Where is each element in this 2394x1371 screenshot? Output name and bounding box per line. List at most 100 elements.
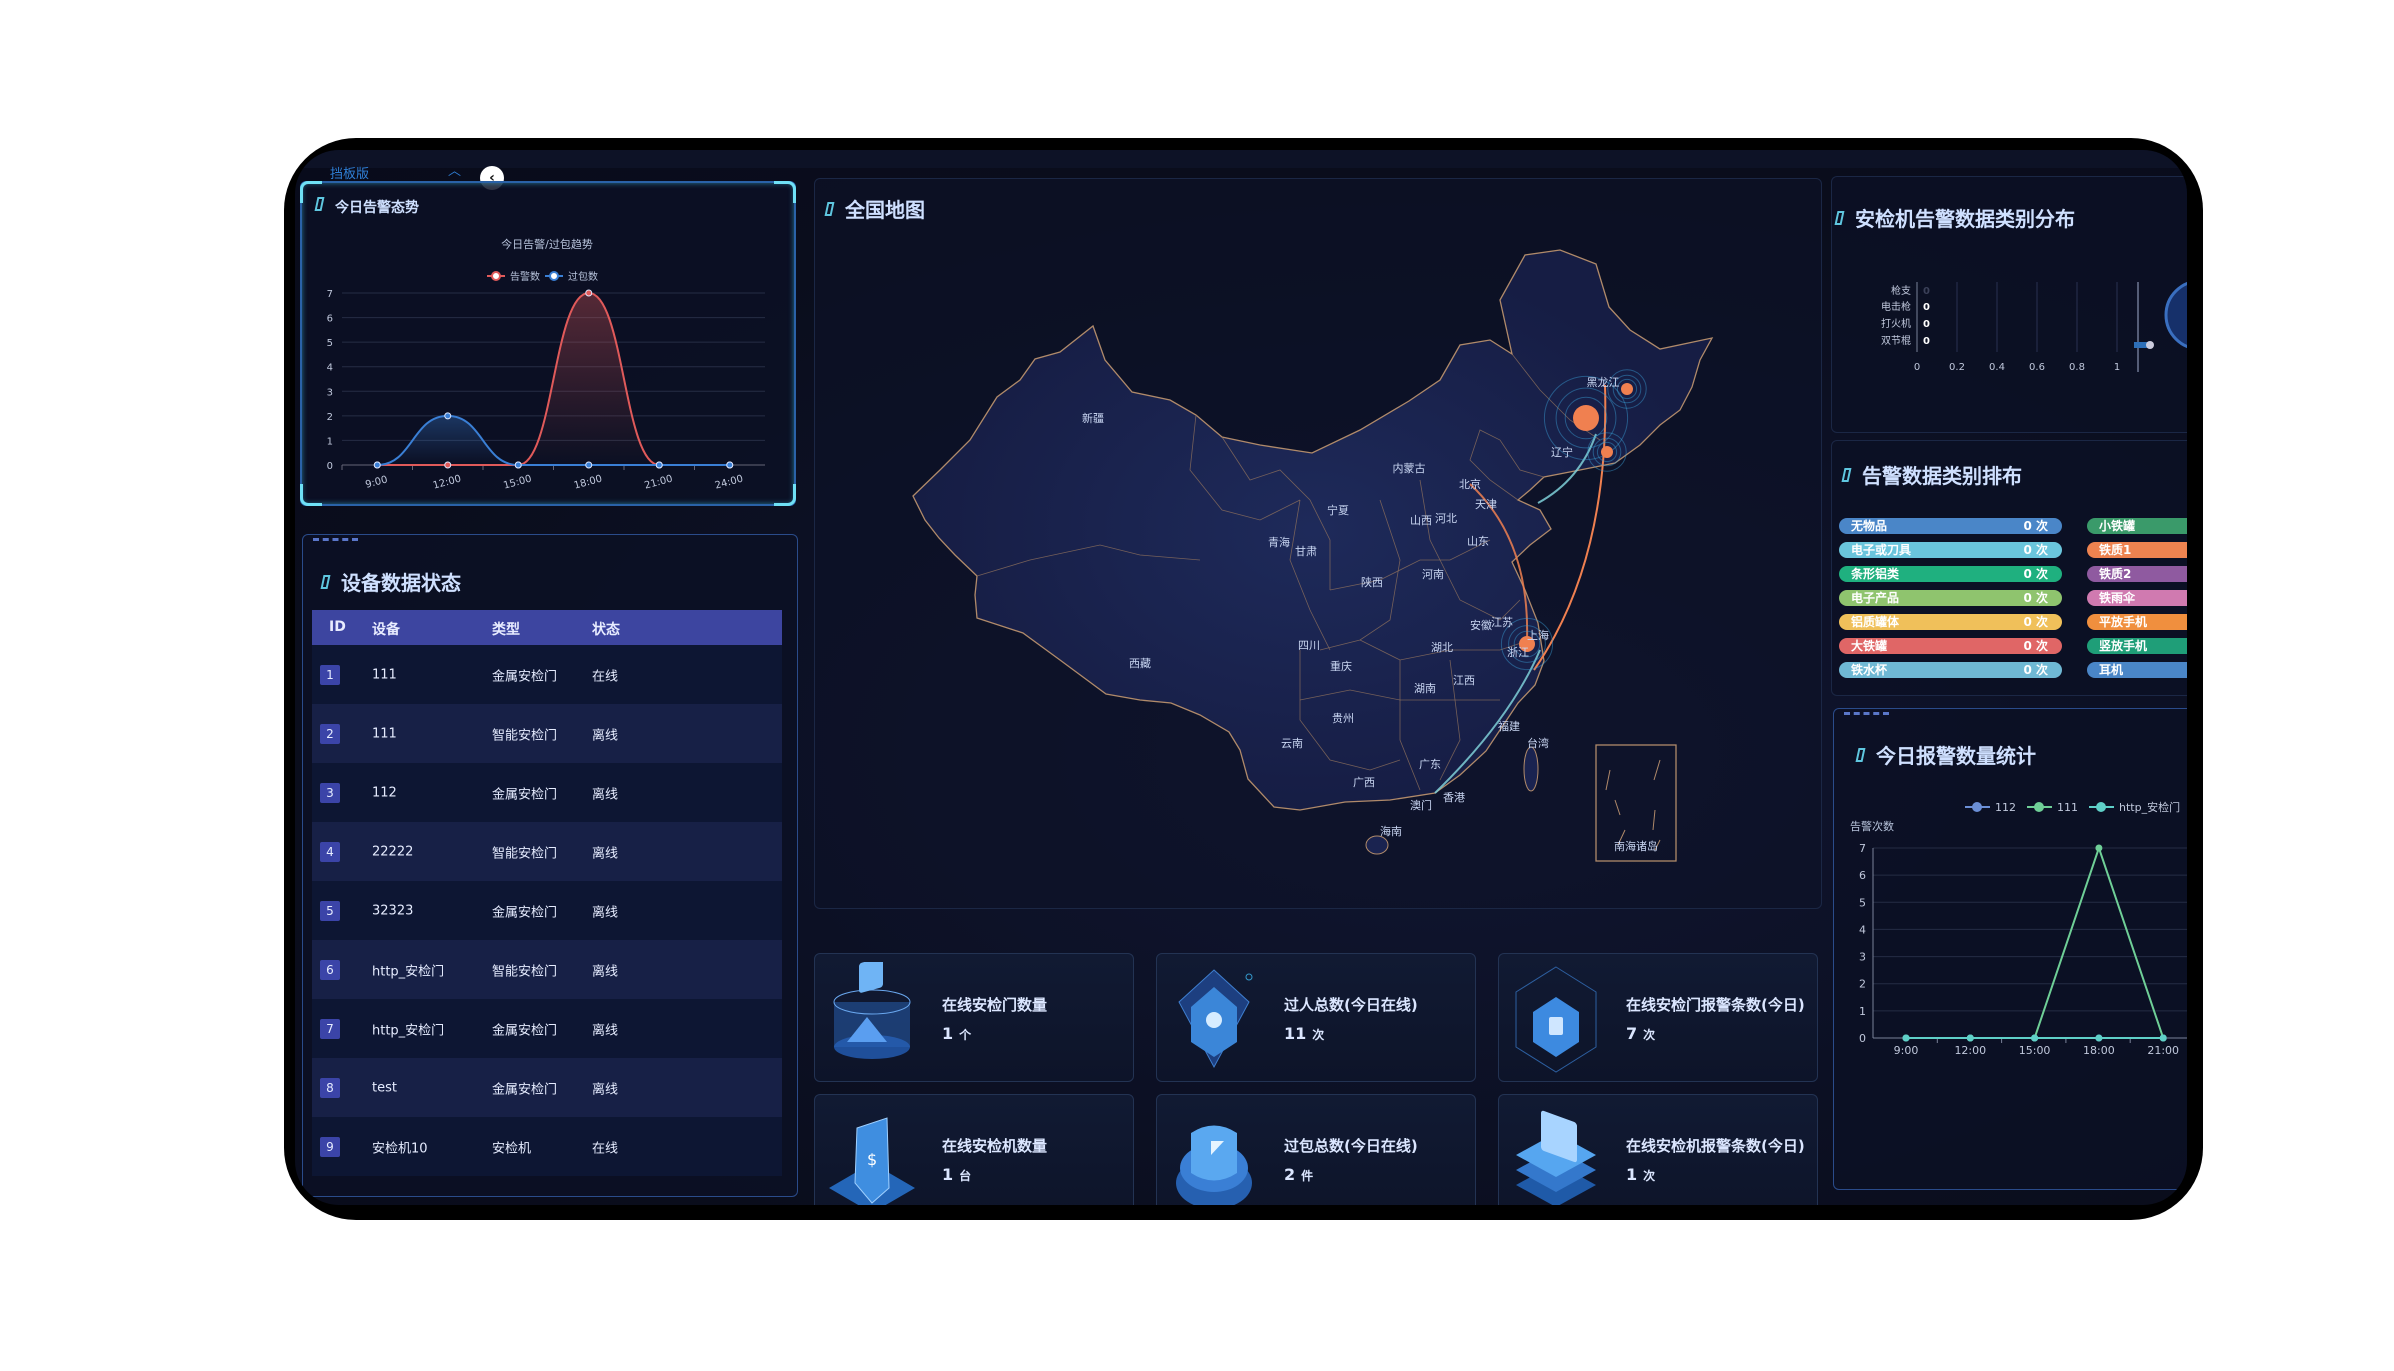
row-type: 金属安检门 [492, 905, 558, 920]
province-border [1319, 499, 1401, 651]
table-row[interactable]: 6 http_安检门 智能安检门 离线 [312, 940, 782, 999]
legend-marker [2096, 802, 2106, 812]
chevron-up-icon[interactable]: ︿ [448, 164, 462, 179]
table-row[interactable]: 3 112 金属安检门 离线 [312, 763, 782, 822]
category-name: 条形铝类 [1851, 567, 1900, 581]
category-pill[interactable]: 铁质2 [2087, 566, 2187, 582]
category-pill[interactable]: 条形铝类 0 次 [1839, 566, 2062, 582]
row-id-badge: 1 [320, 664, 340, 685]
province-label[interactable]: 河北 [1435, 512, 1457, 525]
ripple-ring [1587, 432, 1627, 472]
province-label[interactable]: 台湾 [1527, 737, 1549, 750]
ripple-ring [1596, 441, 1618, 463]
province-border [1419, 479, 1521, 621]
table-row[interactable]: 2 111 智能安检门 离线 [312, 704, 782, 763]
province-label[interactable]: 辽宁 [1551, 446, 1573, 459]
y-tick-label: 0 [1859, 1032, 1866, 1045]
province-label[interactable]: 西藏 [1129, 657, 1151, 670]
province-label[interactable]: 海南 [1380, 825, 1402, 838]
legend-marker [2034, 802, 2044, 812]
map-marker [1621, 383, 1633, 395]
category-pill[interactable]: 耳机 [2087, 662, 2187, 678]
y-tick-label: 1 [327, 436, 333, 447]
province-label[interactable]: 宁夏 [1327, 504, 1349, 517]
province-label[interactable]: 澳门 [1410, 799, 1432, 812]
province-label[interactable]: 天津 [1475, 498, 1497, 511]
category-pill[interactable]: 铁雨伞 [2087, 590, 2187, 606]
map-marker [1573, 405, 1599, 431]
province-label[interactable]: 山东 [1467, 535, 1489, 548]
stat-unit: 件 [1301, 1169, 1314, 1183]
province-label[interactable]: 甘肃 [1295, 545, 1317, 558]
province-label[interactable]: 四川 [1298, 639, 1320, 652]
data-point [373, 461, 381, 469]
y-category-label: 打火机 [1881, 317, 1911, 330]
province-label[interactable]: 山西 [1410, 514, 1432, 527]
col-status: 状态 [592, 622, 620, 638]
security-gate-icon [833, 962, 911, 1059]
province-label[interactable]: 黑龙江 [1586, 376, 1620, 389]
province-label[interactable]: 北京 [1459, 478, 1481, 491]
x-tick-label: 0.6 [2029, 362, 2045, 373]
bar-value-label: 0 [1923, 286, 1930, 297]
table-row[interactable]: 9 安检机10 安检机 在线 [312, 1117, 782, 1176]
category-pill[interactable]: 竖放手机 [2087, 638, 2187, 654]
table-row[interactable]: 4 22222 智能安检门 离线 [312, 822, 782, 881]
province-label[interactable]: 广西 [1353, 776, 1375, 789]
y-tick-label: 0 [327, 461, 333, 472]
row-device: http_安检门 [372, 1023, 445, 1038]
category-pill[interactable]: 大铁罐 0 次 [1839, 638, 2062, 654]
stat-unit: 次 [1643, 1169, 1656, 1183]
province-label[interactable]: 福建 [1498, 720, 1520, 733]
row-status: 离线 [592, 846, 619, 861]
province-label[interactable]: 香港 [1443, 791, 1465, 804]
province-label[interactable]: 新疆 [1082, 412, 1104, 425]
category-pill[interactable]: 小铁罐 [2087, 518, 2187, 534]
category-pill[interactable]: 电子产品 0 次 [1839, 590, 2062, 606]
province-label[interactable]: 河南 [1422, 568, 1444, 581]
tab-dangban[interactable]: 挡板版 [330, 167, 370, 182]
table-row[interactable]: 8 test 金属安检门 离线 [312, 1058, 782, 1117]
ripple-ring [1555, 387, 1617, 449]
row-id-badge: 2 [320, 723, 340, 744]
col-device: 设备 [372, 622, 400, 638]
category-name: 电子或刀具 [1851, 543, 1912, 557]
province-label[interactable]: 贵州 [1332, 712, 1354, 725]
table-row[interactable]: 1 111 金属安检门 在线 [312, 645, 782, 704]
category-pill[interactable]: 铁水杯 0 次 [1839, 662, 2062, 678]
province-label[interactable]: 上海 [1527, 629, 1549, 642]
province-label[interactable]: 广东 [1419, 758, 1441, 771]
row-id-badge: 3 [320, 782, 340, 803]
province-label[interactable]: 湖北 [1431, 641, 1453, 654]
category-pill[interactable]: 无物品 0 次 [1839, 518, 2062, 534]
province-label[interactable]: 湖南 [1414, 682, 1436, 695]
province-label[interactable]: 浙江 [1507, 646, 1529, 659]
flow-line [1434, 649, 1541, 794]
alert-trend-title-text: 今日告警态势 [335, 200, 419, 216]
stat-label: 在线安检机报警条数(今日) [1626, 1137, 1805, 1155]
category-pill[interactable]: 电子或刀具 0 次 [1839, 542, 2062, 558]
table-row[interactable]: 7 http_安检门 金属安检门 离线 [312, 999, 782, 1058]
province-label[interactable]: 陕西 [1361, 576, 1383, 589]
row-status: 离线 [592, 905, 619, 920]
category-pill[interactable]: 平放手机 [2087, 614, 2187, 630]
province-label[interactable]: 安徽 [1470, 619, 1492, 632]
category-pill[interactable]: 铝质罐体 0 次 [1839, 614, 2062, 630]
province-label[interactable]: 江西 [1453, 674, 1475, 687]
province-label[interactable]: 云南 [1281, 737, 1303, 750]
stat-number: 1 [1626, 1165, 1638, 1184]
province-label[interactable]: 青海 [1268, 536, 1290, 549]
table-row[interactable]: 5 32323 金属安检门 离线 [312, 881, 782, 940]
province-label[interactable]: 重庆 [1330, 660, 1352, 673]
scroll-slider-fill [2134, 342, 2148, 348]
province-label[interactable]: 江苏 [1491, 616, 1513, 629]
category-pill[interactable]: 铁质1 [2087, 542, 2187, 558]
stat-card[interactable]: 过人总数(今日在线) 11 次 [1156, 953, 1476, 1082]
province-label[interactable]: 内蒙古 [1392, 462, 1426, 475]
